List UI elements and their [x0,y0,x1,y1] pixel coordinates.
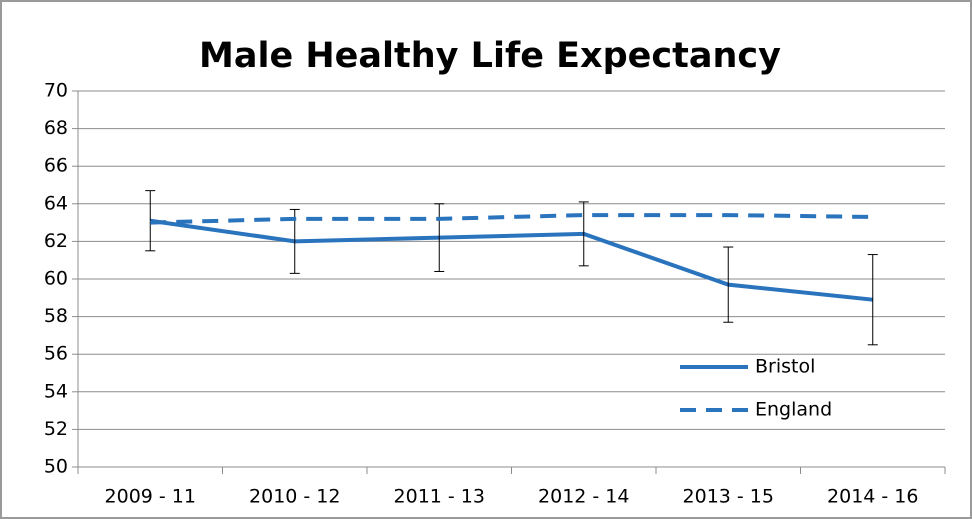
series-line [149,218,873,302]
y-tick-label: 52 [44,418,68,440]
y-tick-label: 58 [44,305,68,327]
y-tick-label: 70 [44,80,68,102]
y-tick-label: 66 [44,155,68,177]
series-line [150,213,873,225]
x-tick-label: 2013 - 15 [683,486,774,508]
y-tick-label: 62 [44,230,68,252]
x-tick-label: 2009 - 11 [105,486,196,508]
x-tick-label: 2011 - 13 [394,486,485,508]
y-tick-label: 56 [44,343,68,365]
y-tick-label: 54 [44,380,68,402]
y-tick-label: 68 [44,117,68,139]
legend-label: Bristol [755,356,815,378]
chart-title: Male Healthy Life Expectancy [199,36,781,76]
x-tick-label: 2010 - 12 [249,486,340,508]
error-bar [723,246,734,323]
y-tick-label: 60 [44,268,68,290]
error-bar [578,201,589,267]
y-tick-label: 64 [44,192,68,214]
y-tick-label: 50 [44,456,68,478]
error-bar [867,254,878,346]
x-tick-label: 2012 - 14 [538,486,629,508]
error-bar [434,203,445,272]
legend-label: England [755,399,832,421]
x-tick-label: 2014 - 16 [827,486,918,508]
